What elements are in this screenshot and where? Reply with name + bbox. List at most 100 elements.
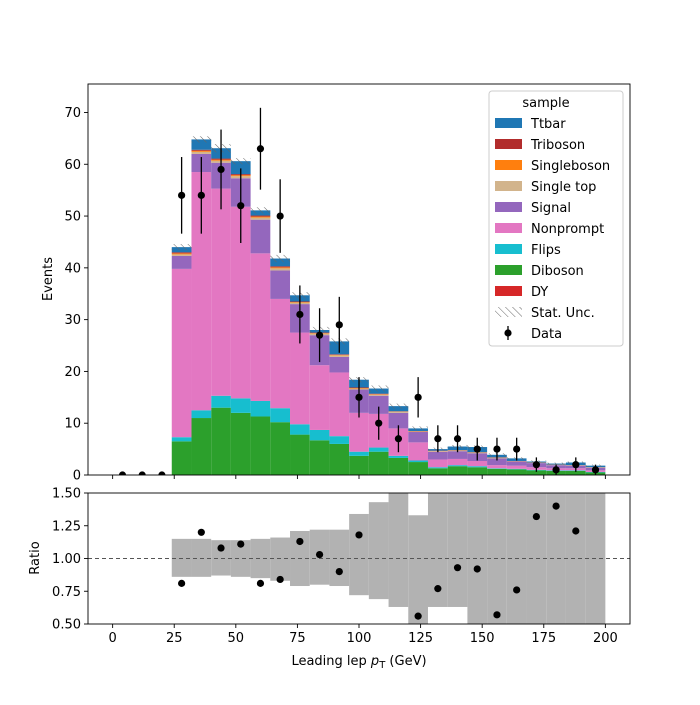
bar-nonprompt [507, 466, 527, 469]
y-tick-label: 20 [64, 365, 81, 380]
stat-unc-hatch [389, 404, 409, 409]
legend-label: Data [531, 327, 562, 342]
ratio-point [474, 565, 481, 572]
main-y-axis-label: Events [41, 257, 56, 301]
bar-flips [408, 460, 428, 462]
data-point [493, 446, 500, 453]
y-tick-label: 0.75 [52, 585, 81, 600]
bar-signal [448, 451, 468, 459]
legend-swatch [495, 160, 522, 170]
bar-triboson [172, 252, 192, 253]
bar-diboson [369, 452, 389, 475]
x-tick-label: 0 [108, 631, 116, 646]
legend-label: Flips [531, 243, 561, 258]
bar-signal [251, 220, 271, 254]
bar-flips [290, 424, 310, 434]
bar-flips [231, 398, 251, 413]
bar-diboson [251, 416, 271, 475]
ratio-band-bin [329, 530, 349, 586]
ratio-band-bin [349, 514, 369, 595]
bar-nonprompt [448, 459, 468, 465]
bar-flips [270, 408, 290, 422]
data-point [336, 321, 343, 328]
x-tick-label: 25 [166, 631, 183, 646]
stat-unc-hatch [270, 255, 290, 262]
bar-triboson [270, 266, 290, 267]
bar-diboson [211, 408, 231, 475]
x-axis-label: Leading lep pT (GeV) [291, 654, 426, 671]
bar-single-top [172, 254, 192, 256]
legend-swatch [495, 223, 522, 233]
legend-swatch [495, 202, 522, 212]
bar-diboson [310, 440, 330, 475]
bar-singleboson [329, 355, 349, 356]
bar-diboson [428, 468, 448, 475]
bar-signal [172, 256, 192, 269]
bar-diboson [389, 458, 409, 475]
bar-single-top [191, 152, 211, 154]
bar-flips [211, 396, 231, 408]
bar-triboson [191, 150, 211, 151]
bar-nonprompt [172, 269, 192, 437]
legend-title: sample [522, 96, 569, 111]
bar-nonprompt [487, 465, 507, 468]
ratio-point [178, 580, 185, 587]
bar-singleboson [251, 217, 271, 218]
bar-diboson [290, 435, 310, 475]
x-tick-label: 125 [408, 631, 433, 646]
bar-diboson [172, 441, 192, 475]
bar-nonprompt [290, 333, 310, 425]
bar-nonprompt [408, 442, 428, 460]
legend-swatch [495, 286, 522, 296]
data-point [513, 446, 520, 453]
bar-single-top [369, 395, 389, 396]
legend-swatch [495, 265, 522, 275]
ratio-point [296, 538, 303, 545]
data-point [217, 166, 224, 173]
bar-nonprompt [329, 372, 349, 436]
bar-flips [251, 401, 271, 417]
bar-triboson [251, 216, 271, 217]
x-tick-label: 100 [347, 631, 372, 646]
bar-singleboson [172, 253, 192, 254]
bar-single-top [329, 355, 349, 357]
data-point [415, 394, 422, 401]
bar-nonprompt [270, 299, 290, 408]
x-tick-label: 200 [593, 631, 618, 646]
bar-flips [467, 466, 487, 467]
data-point [434, 435, 441, 442]
ratio-point [513, 586, 520, 593]
x-axis-label-unit: (GeV) [385, 654, 426, 669]
legend-swatch [495, 181, 522, 191]
ratio-point [533, 513, 540, 520]
ratio-band-bin [546, 493, 566, 624]
bar-signal [408, 432, 428, 442]
bar-flips [191, 410, 211, 418]
bar-flips [507, 469, 527, 470]
legend-swatch [495, 118, 522, 128]
ratio-plot-area [88, 493, 630, 624]
bar-triboson [369, 394, 389, 395]
bar-signal [270, 270, 290, 298]
stat-unc-hatch [408, 426, 428, 430]
ratio-point [415, 613, 422, 620]
bar-single-top [389, 412, 409, 413]
x-tick-label: 175 [531, 631, 556, 646]
stat-unc-hatch [369, 385, 389, 391]
bar-nonprompt [251, 253, 271, 401]
ratio-point [454, 564, 461, 571]
bar-nonprompt [310, 365, 330, 430]
ratio-band-bin [389, 493, 409, 607]
bar-flips [369, 448, 389, 452]
ratio-point [552, 503, 559, 510]
y-tick-label: 40 [64, 261, 81, 276]
data-point [296, 311, 303, 318]
bar-flips [310, 430, 330, 440]
ratio-point [355, 531, 362, 538]
legend-label: DY [531, 285, 548, 300]
legend-marker [504, 329, 511, 336]
ratio-point [572, 527, 579, 534]
bar-single-top [251, 218, 271, 220]
